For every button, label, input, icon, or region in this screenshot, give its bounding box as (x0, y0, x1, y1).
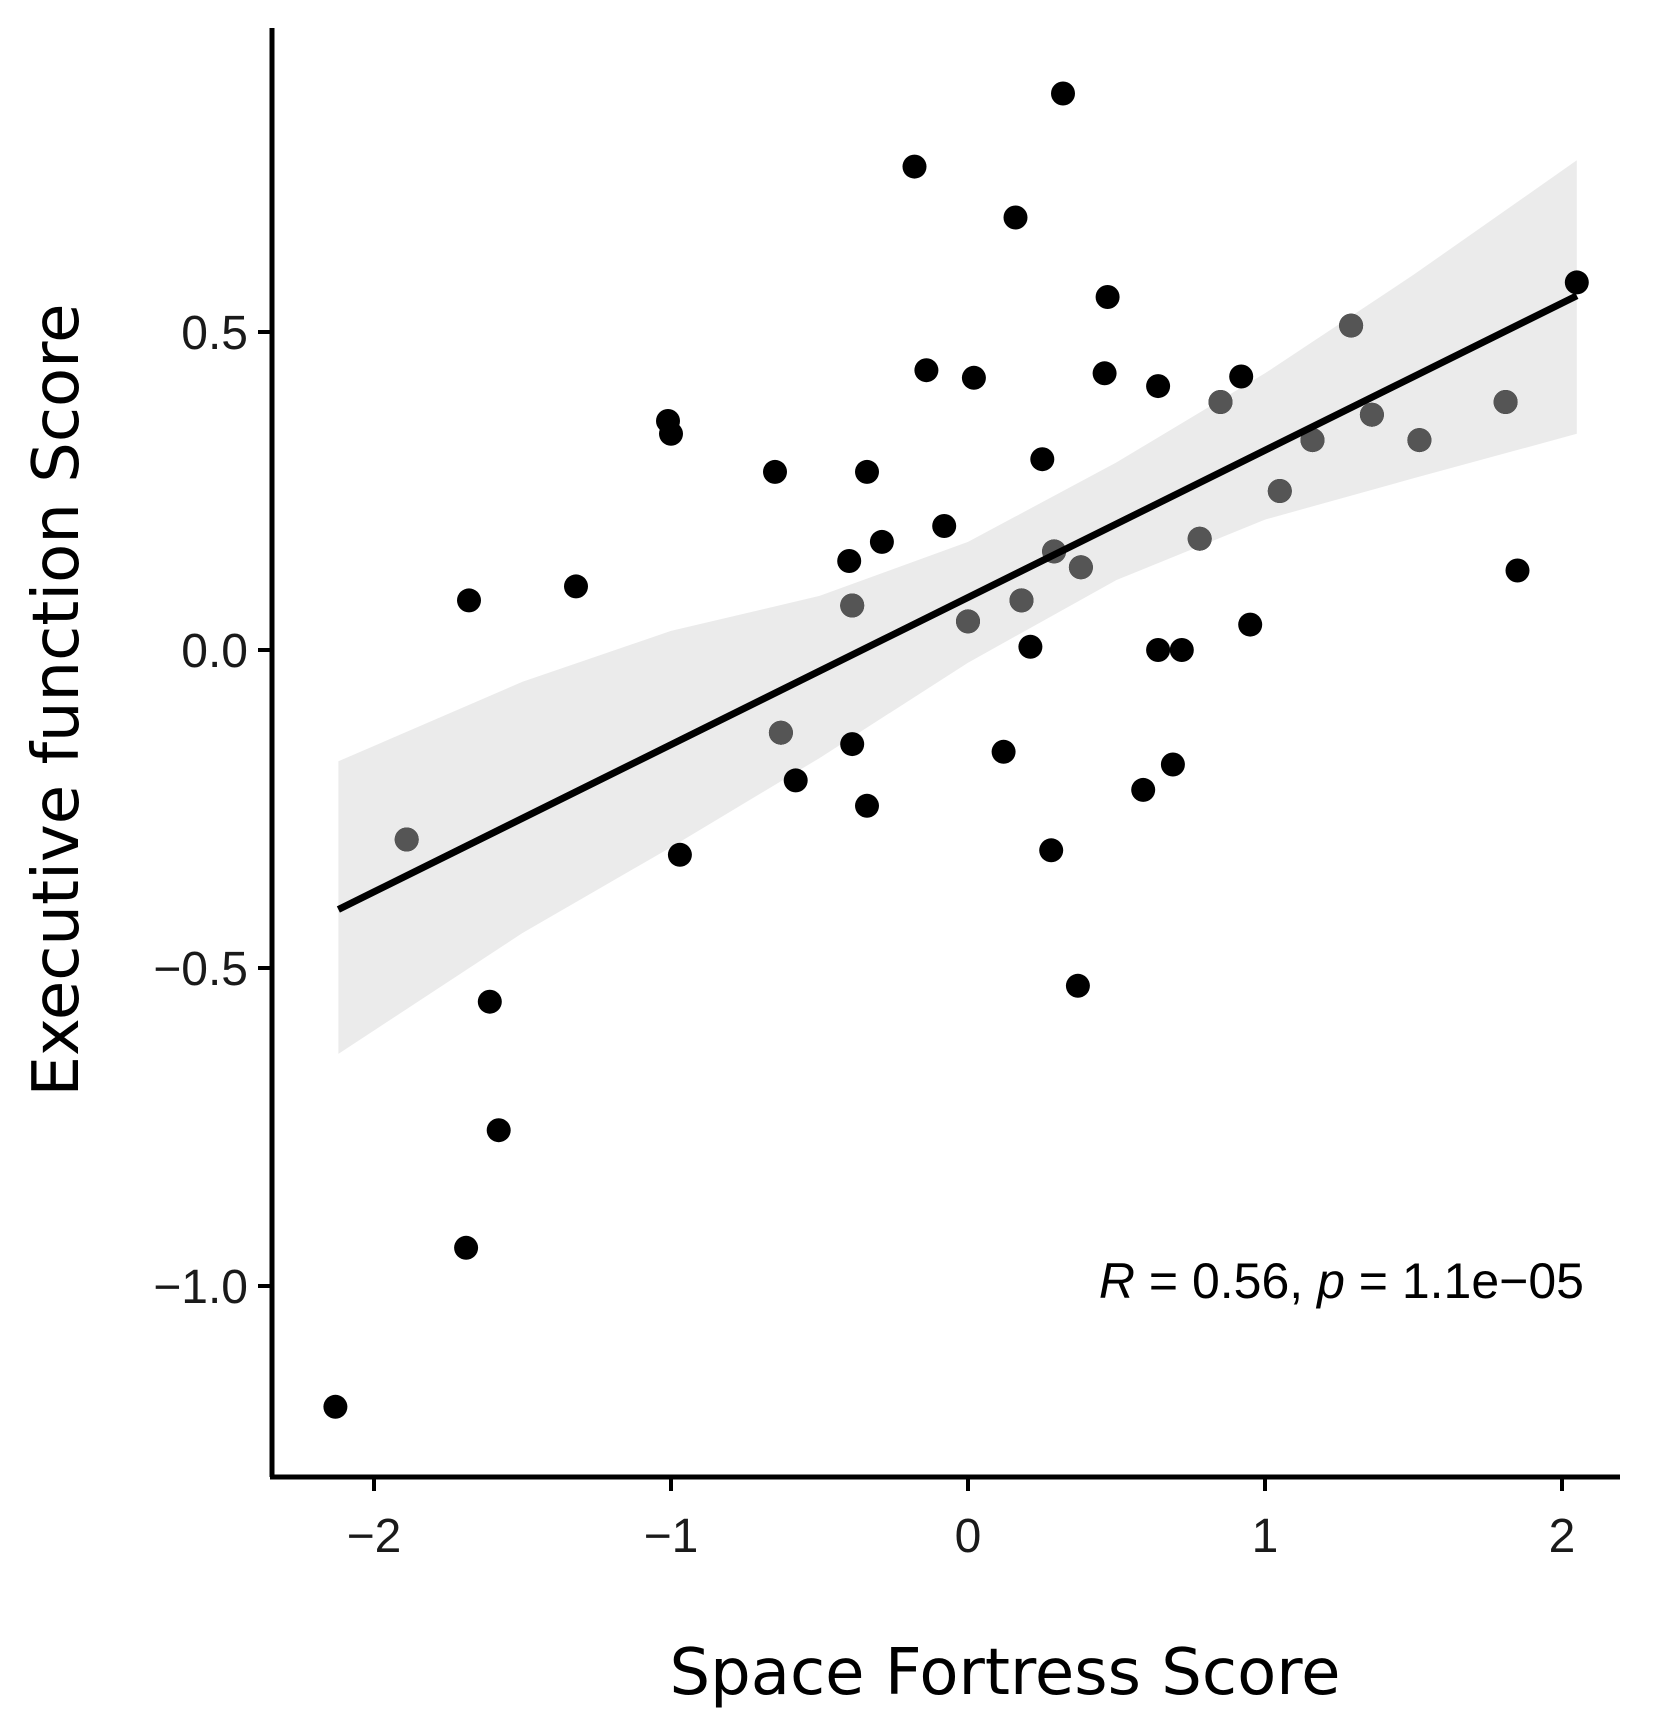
data-point-overlap (1208, 390, 1233, 414)
y-tick-label: −1.0 (153, 1261, 248, 1314)
x-axis-title: Space Fortress Score (669, 1636, 1340, 1710)
x-tick-label: −2 (347, 1510, 402, 1563)
data-point (1051, 81, 1075, 106)
data-point (914, 358, 939, 383)
data-point (1169, 638, 1194, 662)
x-tick-label: 0 (955, 1510, 982, 1563)
data-point-overlap (840, 593, 865, 618)
data-point (1065, 973, 1090, 998)
data-point (902, 154, 927, 179)
data-point (486, 1118, 511, 1143)
data-point-overlap (956, 609, 980, 634)
data-point (991, 739, 1016, 764)
data-point (855, 459, 879, 484)
data-point (869, 529, 894, 554)
points-layer (323, 81, 1589, 1419)
data-point-overlap (1068, 555, 1093, 580)
data-point-overlap (1339, 313, 1364, 338)
ticks-layer: −2 −1 0 1 2 0.5 0.0 −0.5 −1.0 (153, 307, 1575, 1563)
data-point-overlap (1300, 428, 1325, 453)
annotation-r-symbol: R (1099, 1253, 1135, 1309)
data-point-overlap (1009, 588, 1034, 613)
data-point (667, 842, 692, 867)
data-point-overlap (1187, 526, 1212, 551)
data-point (1131, 777, 1156, 802)
data-point (840, 732, 865, 757)
data-point (1160, 752, 1185, 777)
annotation-p-symbol: p (1315, 1253, 1345, 1309)
data-point (1003, 205, 1028, 230)
data-point (1146, 638, 1171, 662)
data-point (564, 574, 588, 599)
confidence-band (338, 160, 1577, 1054)
x-tick-label: 1 (1252, 1510, 1279, 1563)
annotation-p-text: = 1.1e−05 (1345, 1253, 1584, 1309)
data-point (837, 549, 862, 573)
annotation: R = 0.56, p = 1.1e−05 (1099, 1253, 1584, 1309)
x-tick-label: −1 (644, 1510, 699, 1563)
x-tick-label: 2 (1549, 1510, 1576, 1563)
data-point (1229, 364, 1254, 389)
data-point (1039, 838, 1064, 863)
data-point (659, 421, 683, 446)
data-point-overlap (1359, 402, 1384, 427)
data-point (961, 365, 986, 390)
data-point-overlap (1407, 428, 1432, 453)
data-point (1146, 374, 1171, 399)
data-point (323, 1394, 348, 1419)
data-point (855, 793, 879, 818)
data-point (1030, 447, 1055, 472)
data-point-overlap (1493, 390, 1518, 414)
data-point (1018, 634, 1043, 659)
fit-line (336, 292, 1579, 913)
data-point-overlap (394, 827, 419, 852)
y-tick-label: 0.0 (181, 625, 248, 678)
y-axis-title: Executive function Score (20, 304, 94, 1097)
data-point (1505, 558, 1530, 583)
confidence-band-layer (338, 160, 1577, 1054)
data-point (454, 1235, 479, 1260)
data-point-overlap (1267, 479, 1292, 503)
data-point (477, 989, 502, 1014)
y-tick-label: 0.5 (181, 307, 248, 360)
data-point (1092, 361, 1117, 386)
data-point (457, 588, 481, 613)
data-point (932, 514, 957, 538)
annotation-r-text: = 0.56, (1135, 1253, 1317, 1309)
y-tick-label: −0.5 (153, 943, 248, 996)
data-point (763, 459, 787, 484)
data-point (1564, 270, 1589, 295)
data-point (1238, 612, 1263, 637)
data-point-overlap (768, 720, 793, 745)
data-point (1095, 285, 1120, 309)
fit-line-layer (336, 292, 1579, 913)
data-point (783, 768, 808, 793)
